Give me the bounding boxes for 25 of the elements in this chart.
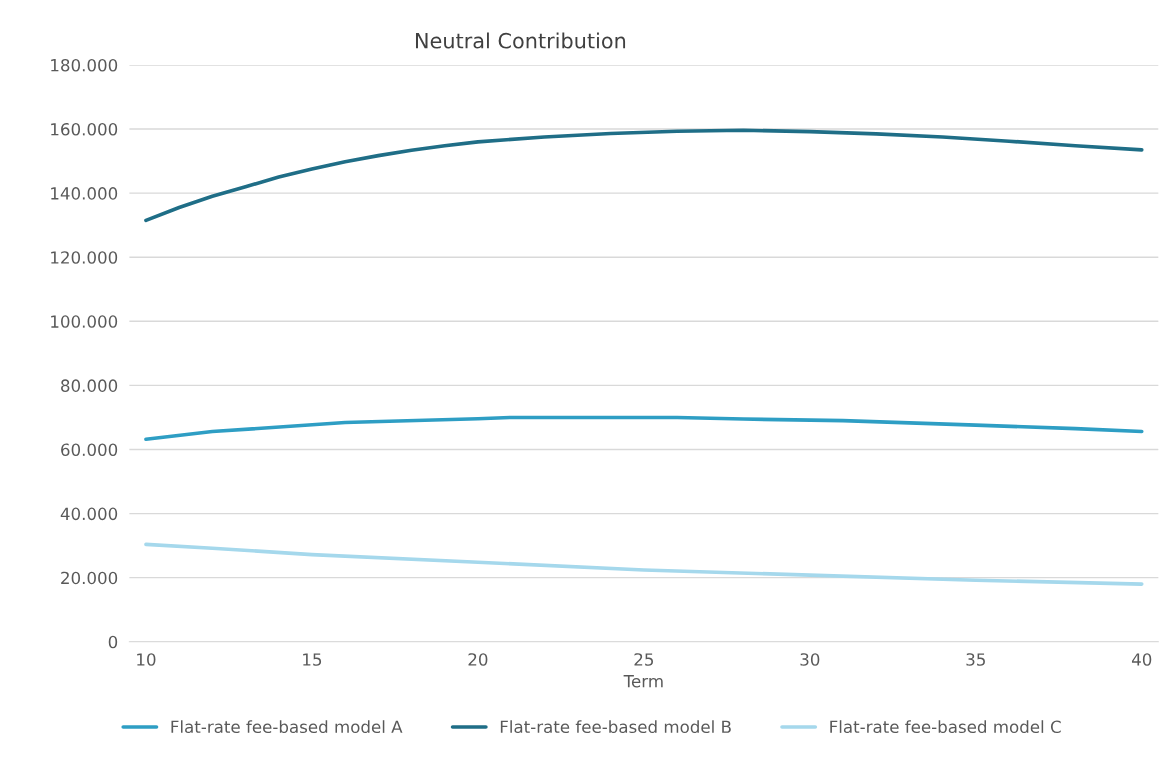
line-series [144, 542, 1144, 586]
y-tick-label: 140.000 [51, 187, 118, 200]
y-tick-label: 160.000 [51, 122, 118, 136]
x-axis-title: Term [623, 675, 663, 688]
y-tick-label: 80.000 [61, 379, 118, 392]
x-tick-label: 20 [468, 653, 488, 666]
x-tick-label: 40 [1131, 653, 1152, 666]
y-tick-label: 100.000 [51, 315, 118, 328]
line-series [144, 415, 1144, 442]
y-tick-label: 180.000 [51, 58, 118, 72]
y-tick-label: 20.000 [61, 571, 118, 585]
chart-title: Neutral Contribution [415, 32, 626, 49]
y-tick-label: 120.000 [51, 251, 118, 264]
line-series [144, 128, 1144, 223]
legend-label: Flat-rate fee-based model A [171, 720, 403, 734]
x-tick-label: 10 [137, 653, 156, 666]
y-tick-label: 0 [108, 635, 118, 649]
x-tick-label: 15 [303, 653, 322, 666]
x-tick-label: 25 [634, 653, 654, 666]
x-tick-label: 35 [966, 653, 985, 666]
legend-label: Flat-rate fee-based model C [830, 720, 1061, 734]
x-tick-label: 30 [800, 653, 820, 666]
y-tick-label: 60.000 [61, 443, 118, 457]
legend-label: Flat-rate fee-based model B [500, 720, 731, 734]
y-tick-label: 40.000 [60, 507, 118, 521]
